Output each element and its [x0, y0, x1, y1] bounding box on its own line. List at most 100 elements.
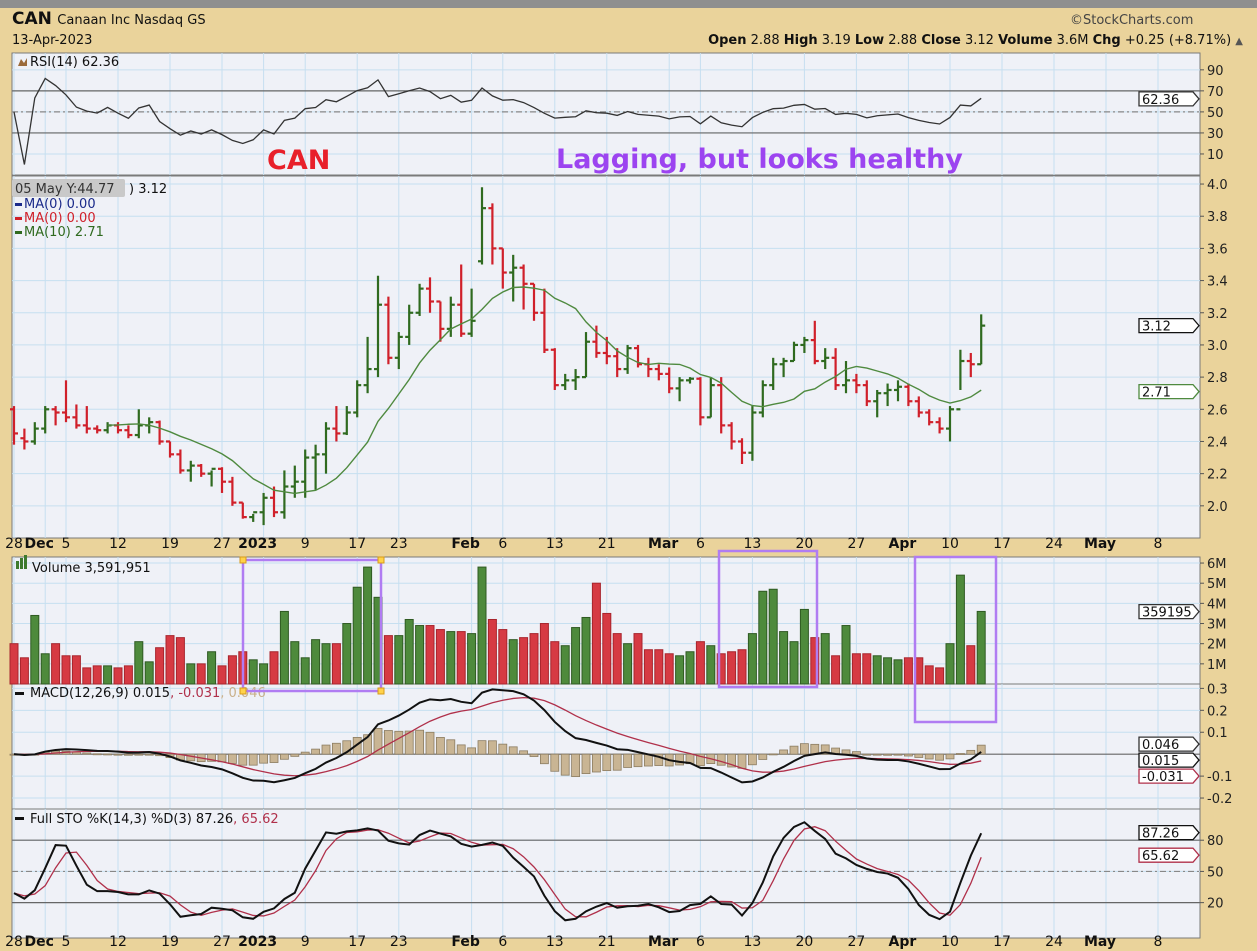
macd-legend: MACD(12,26,9) 0.015, -0.031, 0.046 [30, 686, 266, 701]
volume-tick-label: 6M [1207, 557, 1227, 572]
price-date-axis: 28 Dec 5 12 19 27 2023 9 17 23 Feb 6 13 21 Mar 6 13 20 27 A… [5, 536, 1162, 552]
volume-bar [71, 655, 81, 685]
date-tick-label: 17 [348, 536, 366, 552]
volume-bar [300, 657, 310, 685]
histogram-bar [883, 753, 892, 756]
macd-tick-label: 0.1 [1207, 726, 1228, 741]
volume-bar [945, 643, 955, 685]
close-label: Close [921, 33, 961, 48]
date-tick-label: 28 [5, 536, 23, 552]
volume-bar [675, 655, 685, 685]
volume-legend-part: Volume 3,591,951 [32, 561, 151, 576]
ohlc-bar [207, 467, 216, 487]
histogram-bar [820, 744, 830, 755]
volume-bar [633, 633, 643, 685]
resize-handle[interactable] [377, 556, 385, 564]
macd-signal-line [13, 696, 982, 777]
histogram-bar [113, 753, 123, 756]
histogram-bar [342, 740, 352, 755]
ohlc-bar [717, 377, 726, 434]
histogram-bar [82, 752, 92, 755]
volume-tick-label: 1M [1207, 658, 1227, 673]
date-tick-label: 27 [847, 536, 865, 552]
date-tick-label: 27 [847, 934, 865, 950]
volume-bar [623, 643, 633, 685]
histogram-bar [248, 753, 258, 766]
ohlc-bar [675, 377, 684, 402]
macd-tick-label: 0.2 [1207, 704, 1228, 719]
date-tick-label: 21 [598, 934, 616, 950]
ohlc-bar [478, 187, 486, 265]
resize-handle[interactable] [239, 556, 247, 564]
histogram-bar [592, 753, 601, 773]
ohlc-bar [946, 406, 954, 442]
volume-bar [758, 590, 768, 685]
highlight-box[interactable] [913, 555, 998, 724]
ohlc-bar [977, 314, 986, 366]
price-tick-label: 2.0 [1207, 500, 1228, 515]
volume-tick-label: 4M [1207, 597, 1227, 612]
rsi-icon [18, 58, 27, 66]
volume-bar [935, 667, 945, 685]
value-tag-box [1138, 383, 1200, 400]
ohlc-bar [738, 438, 746, 464]
histogram-bar [623, 753, 632, 768]
histogram-bar [477, 740, 487, 755]
rsi-tick-label: 30 [1207, 127, 1224, 142]
histogram-bar [748, 753, 757, 766]
histogram-bar [675, 753, 684, 766]
ohlc-bar [613, 348, 622, 378]
volume-bar [290, 641, 300, 685]
volume-bar [123, 665, 133, 685]
date-tick-label: 28 [5, 934, 23, 950]
date-tick-label: 24 [1045, 536, 1063, 552]
volume-bar [311, 639, 321, 685]
histogram-bar [487, 740, 497, 755]
value-tag-box [1138, 847, 1200, 863]
date-tick-label: 6 [498, 934, 507, 950]
volume-value: 3.6M [1056, 33, 1089, 48]
volume-bar [602, 612, 612, 685]
volume-bar [342, 623, 352, 685]
histogram-bar [519, 750, 528, 755]
ohlc-bar [561, 373, 570, 390]
volume-bar [467, 633, 477, 685]
ohlc-bar [238, 501, 247, 519]
rsi-tick-label: 50 [1207, 106, 1224, 121]
sto-tick-label: 80 [1207, 834, 1224, 849]
chart-date: 13-Apr-2023 [12, 33, 93, 48]
date-tick-label: Dec [24, 934, 53, 950]
sto-tick-label: 20 [1207, 897, 1224, 912]
volume-bar [352, 586, 362, 685]
histogram-bar [456, 744, 466, 755]
sto-tick-label: 50 [1207, 865, 1224, 880]
ohlc-bar [894, 380, 902, 402]
histogram-bar [300, 751, 310, 755]
volume-bar [883, 657, 893, 685]
resize-handle[interactable] [239, 687, 247, 695]
resize-handle[interactable] [377, 687, 385, 695]
highlight-box[interactable] [241, 558, 383, 693]
volume-bar [664, 653, 674, 685]
histogram-bar [435, 737, 445, 755]
macd-axis: 0.3 0.2 0.1 -0.1 -0.2 [12, 682, 1232, 807]
highlight-box[interactable] [717, 549, 819, 689]
date-tick-label: 20 [795, 536, 813, 552]
volume-bar [955, 574, 965, 685]
date-tick-label: Feb [451, 934, 480, 950]
ohlc-bar [41, 406, 50, 434]
date-tick-label: 13 [743, 934, 761, 950]
histogram-bar [571, 753, 580, 778]
volume-bar [134, 641, 144, 685]
date-tick-label: 24 [1045, 934, 1063, 950]
volume-bar [51, 643, 61, 685]
volume-bar [477, 566, 487, 685]
ohlc-bar [862, 380, 871, 407]
histogram-bar [654, 753, 664, 766]
histogram-bar [696, 753, 705, 767]
high-label: High [783, 33, 818, 48]
histogram-bar [924, 753, 934, 760]
watermark: ©StockCharts.com [1070, 13, 1194, 28]
ma-legend-part: MA(0) 0.00 [24, 197, 96, 212]
